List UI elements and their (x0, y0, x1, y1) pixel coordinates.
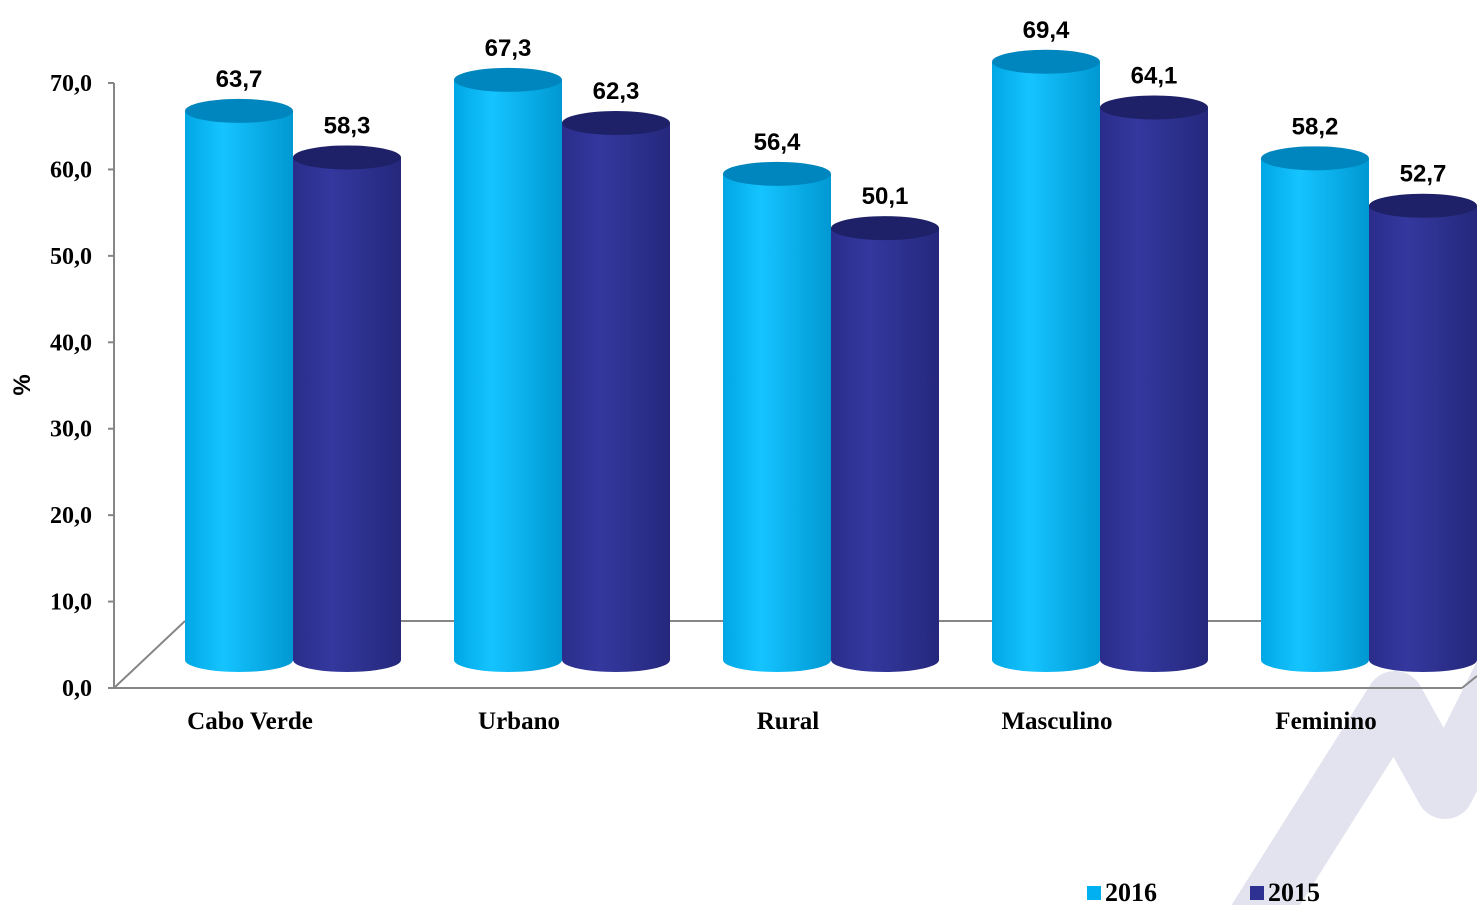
y-tick-label: 10,0 (50, 590, 92, 616)
value-label: 69,4 (1023, 17, 1070, 44)
value-labels: 63,7 58,3 67,3 62,3 56,4 50,1 69,4 64,1 58,2 52,7 (216, 17, 1447, 210)
bar (992, 49, 1100, 673)
bar (1261, 146, 1369, 673)
value-label: 58,3 (324, 112, 371, 139)
legend-label: 2015 (1268, 878, 1320, 905)
bar-body (1369, 205, 1477, 672)
category-label: Feminino (1275, 708, 1376, 735)
y-tick-label: 60,0 (50, 157, 92, 183)
y-tick-label: 20,0 (50, 503, 92, 529)
bar-top (1369, 193, 1477, 218)
value-label: 58,2 (1292, 113, 1339, 140)
y-tick-label: 50,0 (50, 244, 92, 270)
category-labels: Cabo Verde Urbano Rural Masculino Feminino (187, 708, 1377, 735)
bar (723, 161, 831, 672)
bar-top (1261, 146, 1369, 171)
bar-top (454, 67, 562, 92)
y-tick-label: 70,0 (50, 71, 92, 97)
bar-body (723, 173, 831, 672)
legend-item: 2016 (1087, 878, 1157, 905)
value-label: 64,1 (1131, 62, 1178, 89)
bar (293, 145, 401, 673)
bar (1100, 95, 1208, 672)
bar (454, 67, 562, 672)
bar-body (454, 79, 562, 672)
bar-body (185, 110, 293, 672)
legend-label: 2016 (1105, 878, 1157, 905)
bar-body (992, 61, 1100, 673)
bar-top (562, 110, 670, 135)
y-tick-label: 0,0 (62, 676, 92, 702)
category-label: Masculino (1001, 708, 1112, 735)
bar-body (1261, 158, 1369, 673)
watermark-decoration (1231, 661, 1477, 905)
y-tick-label: 30,0 (50, 417, 92, 443)
legend-swatch (1250, 886, 1264, 900)
category-label: Rural (757, 708, 820, 735)
bar-top (293, 145, 401, 170)
bar-top (992, 49, 1100, 74)
value-label: 50,1 (862, 183, 909, 210)
legend: 2016 2015 (1087, 878, 1320, 905)
y-axis-ticks: 0,0 10,0 20,0 30,0 40,0 50,0 60,0 70,0 (50, 71, 114, 702)
category-label: Cabo Verde (187, 708, 313, 735)
value-label: 62,3 (593, 78, 640, 105)
value-label: 52,7 (1400, 161, 1447, 188)
bar-top (723, 161, 831, 186)
bar-body (1100, 107, 1208, 672)
bar-body (293, 157, 401, 673)
bar (185, 98, 293, 672)
bar-top (185, 98, 293, 123)
bar-top (831, 216, 939, 241)
bar (831, 216, 939, 672)
category-label: Urbano (478, 708, 560, 735)
bar (562, 110, 670, 672)
y-axis-label: % (9, 374, 36, 395)
bar-top (1100, 95, 1208, 120)
bars (185, 49, 1477, 673)
value-label: 63,7 (216, 66, 263, 93)
y-tick-label: 40,0 (50, 330, 92, 356)
bar-body (562, 122, 670, 672)
legend-swatch (1087, 886, 1101, 900)
legend-item: 2015 (1250, 878, 1320, 905)
bar-body (831, 228, 939, 672)
value-label: 67,3 (485, 35, 532, 62)
value-label: 56,4 (754, 129, 801, 156)
bar (1369, 193, 1477, 672)
